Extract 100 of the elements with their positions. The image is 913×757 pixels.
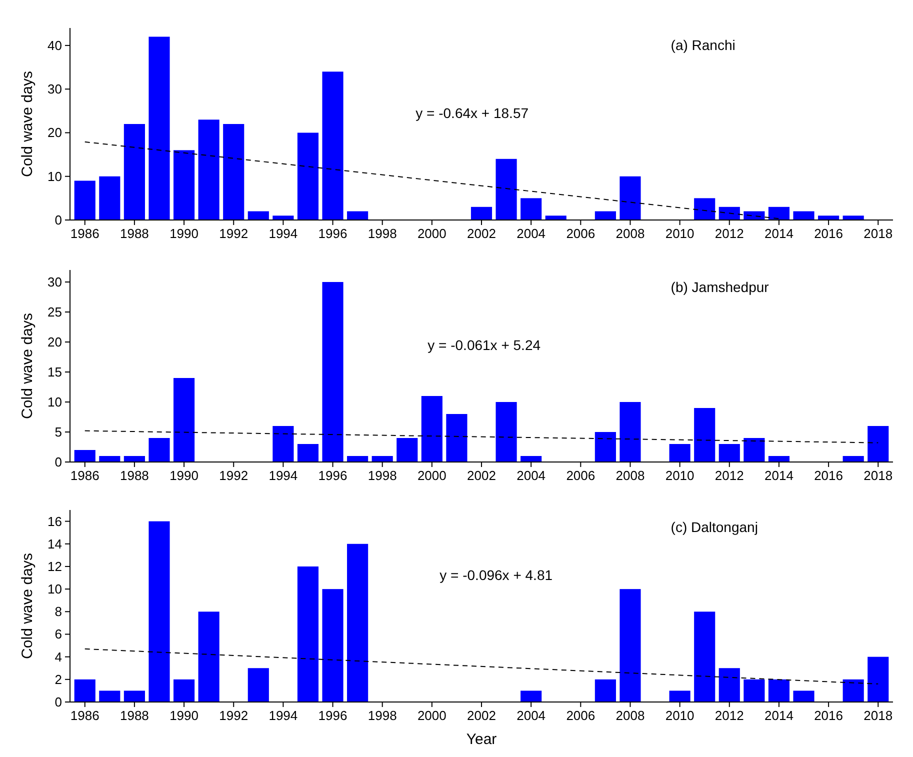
x-tick-label: 1986	[70, 708, 100, 723]
x-tick-label: 1990	[170, 226, 198, 241]
bar	[74, 450, 96, 462]
y-tick-label: 12	[48, 558, 62, 574]
bar	[421, 396, 442, 462]
x-tick-label: 2014	[764, 468, 794, 483]
bar	[594, 679, 616, 702]
bar	[99, 176, 120, 220]
y-tick-label: 30	[48, 82, 62, 97]
bar	[272, 216, 294, 220]
bar	[718, 444, 740, 462]
x-tick-label: 1998	[368, 468, 397, 483]
x-tick-label: 2004	[516, 468, 546, 483]
x-tick-label: 2010	[665, 468, 694, 483]
bar	[842, 456, 864, 462]
bar	[347, 456, 368, 462]
x-tick-label: 1988	[120, 468, 149, 483]
x-tick-label: 2018	[864, 226, 893, 241]
x-tick-label: 1998	[368, 708, 397, 723]
x-axis-title: Year	[466, 731, 497, 748]
bar	[594, 211, 616, 220]
text: (c) Daltonganj	[670, 519, 758, 535]
x-tick-label: 2010	[665, 708, 694, 723]
y-tick-label: 20	[48, 334, 62, 350]
bar	[297, 566, 319, 702]
x-tick-label: 2016	[814, 468, 844, 483]
x-tick-label: 1996	[318, 708, 348, 723]
y-tick-label: 10	[48, 394, 62, 410]
x-tick-label: 1992	[219, 708, 248, 723]
bar	[545, 216, 566, 220]
bar	[694, 198, 716, 220]
bar	[173, 150, 195, 220]
x-tick-label: 2016	[814, 226, 844, 241]
x-tick-label: 2002	[467, 468, 496, 483]
x-tick-label: 2000	[417, 468, 446, 483]
bar	[842, 679, 864, 702]
x-tick-label: 2002	[467, 708, 496, 723]
bar	[372, 456, 393, 462]
bar	[173, 679, 195, 702]
x-tick-label: 2000	[417, 708, 446, 723]
bar	[124, 124, 145, 220]
bar	[248, 668, 269, 702]
x-tick-label: 2004	[516, 226, 546, 241]
x-tick-label: 1996	[318, 468, 348, 483]
y-tick-label: 0	[54, 694, 62, 710]
bar	[520, 456, 542, 462]
bar	[694, 408, 716, 462]
y-tick-label: 6	[54, 626, 62, 642]
bar	[768, 206, 790, 220]
bar	[297, 444, 319, 462]
bar	[322, 589, 344, 702]
bar	[470, 206, 492, 220]
bar	[99, 690, 120, 702]
y-tick-label: 15	[48, 364, 62, 380]
annotation: y = -0.096x + 4.81	[440, 567, 553, 583]
bar	[718, 668, 740, 702]
bar	[148, 438, 170, 462]
x-tick-label: 2002	[467, 226, 496, 241]
bar	[347, 211, 368, 220]
x-tick-label: 1996	[318, 226, 348, 241]
x-tick-label: 2006	[566, 226, 596, 241]
y-axis-title: Cold wave days	[19, 313, 36, 419]
x-tick-label: 2006	[566, 468, 596, 483]
x-tick-label: 2018	[864, 708, 893, 723]
bar	[868, 426, 889, 462]
bar	[297, 132, 319, 220]
y-tick-label: 2	[54, 672, 62, 687]
y-tick-label: 14	[48, 536, 62, 552]
bar	[496, 158, 517, 220]
x-tick-label: 1994	[268, 226, 298, 241]
x-tick-label: 2012	[714, 468, 744, 483]
bar	[148, 521, 170, 702]
x-tick-label: 1990	[170, 708, 198, 723]
y-tick-label: 4	[54, 649, 62, 664]
x-tick-label: 2006	[566, 708, 596, 723]
bar	[793, 690, 814, 702]
y-tick-label: 16	[48, 514, 62, 529]
bar	[99, 456, 120, 462]
bar	[744, 438, 765, 462]
x-tick-label: 2008	[616, 226, 645, 241]
x-tick-label: 2008	[616, 468, 645, 483]
x-tick-label: 2014	[764, 708, 794, 723]
x-tick-label: 2018	[864, 468, 893, 483]
x-tick-label: 1994	[268, 708, 298, 723]
bar	[768, 679, 790, 702]
bar	[272, 426, 294, 462]
annotation: y = -0.061x + 5.24	[428, 337, 541, 353]
bar	[620, 589, 641, 702]
x-tick-label: 2016	[814, 708, 844, 723]
text: (a) Ranchi	[670, 37, 736, 53]
x-tick-label: 2004	[516, 708, 546, 723]
x-tick-label: 2012	[714, 226, 744, 241]
bar	[322, 282, 344, 462]
x-tick-label: 2008	[616, 708, 645, 723]
bar	[173, 378, 195, 462]
x-tick-label: 1986	[70, 468, 100, 483]
x-tick-label: 2014	[764, 226, 794, 241]
x-tick-label: 2000	[417, 226, 446, 241]
bar	[74, 180, 96, 220]
y-tick-label: 10	[48, 582, 62, 597]
